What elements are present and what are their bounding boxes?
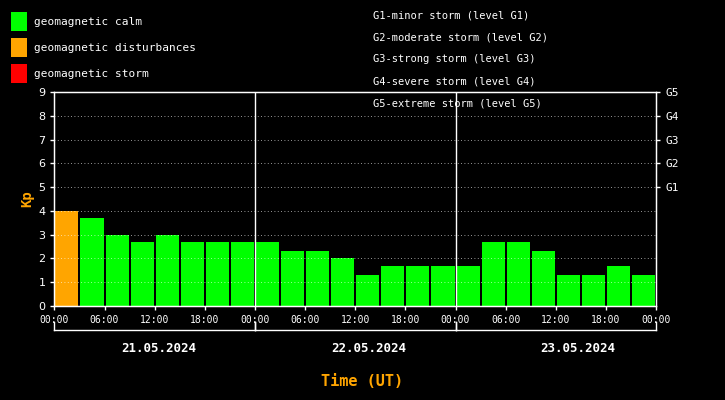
Text: geomagnetic calm: geomagnetic calm xyxy=(34,17,142,26)
Bar xyxy=(231,242,254,306)
Y-axis label: Kp: Kp xyxy=(20,191,34,207)
Bar xyxy=(106,235,128,306)
Bar xyxy=(457,266,480,306)
Bar xyxy=(632,275,655,306)
Text: 21.05.2024: 21.05.2024 xyxy=(122,342,196,354)
Text: G5-extreme storm (level G5): G5-extreme storm (level G5) xyxy=(373,98,542,108)
Bar xyxy=(607,266,630,306)
Bar xyxy=(256,242,279,306)
Text: Time (UT): Time (UT) xyxy=(321,374,404,390)
Bar xyxy=(407,266,429,306)
Text: G1-minor storm (level G1): G1-minor storm (level G1) xyxy=(373,10,530,20)
Text: G2-moderate storm (level G2): G2-moderate storm (level G2) xyxy=(373,32,548,42)
Bar xyxy=(557,275,580,306)
Text: 23.05.2024: 23.05.2024 xyxy=(540,342,615,354)
Bar xyxy=(531,251,555,306)
Bar xyxy=(582,275,605,306)
Bar xyxy=(206,242,229,306)
Bar xyxy=(55,211,78,306)
Bar xyxy=(306,251,329,306)
Bar xyxy=(80,218,104,306)
Text: G4-severe storm (level G4): G4-severe storm (level G4) xyxy=(373,76,536,86)
Bar xyxy=(281,251,304,306)
Text: 22.05.2024: 22.05.2024 xyxy=(331,342,406,354)
Text: geomagnetic disturbances: geomagnetic disturbances xyxy=(34,43,196,53)
Bar xyxy=(481,242,505,306)
Bar xyxy=(356,275,379,306)
Bar xyxy=(156,235,179,306)
Bar xyxy=(507,242,530,306)
Bar xyxy=(431,266,455,306)
Bar xyxy=(331,258,355,306)
Bar xyxy=(381,266,405,306)
Bar xyxy=(130,242,154,306)
Text: G3-strong storm (level G3): G3-strong storm (level G3) xyxy=(373,54,536,64)
Text: geomagnetic storm: geomagnetic storm xyxy=(34,69,149,78)
Bar xyxy=(181,242,204,306)
